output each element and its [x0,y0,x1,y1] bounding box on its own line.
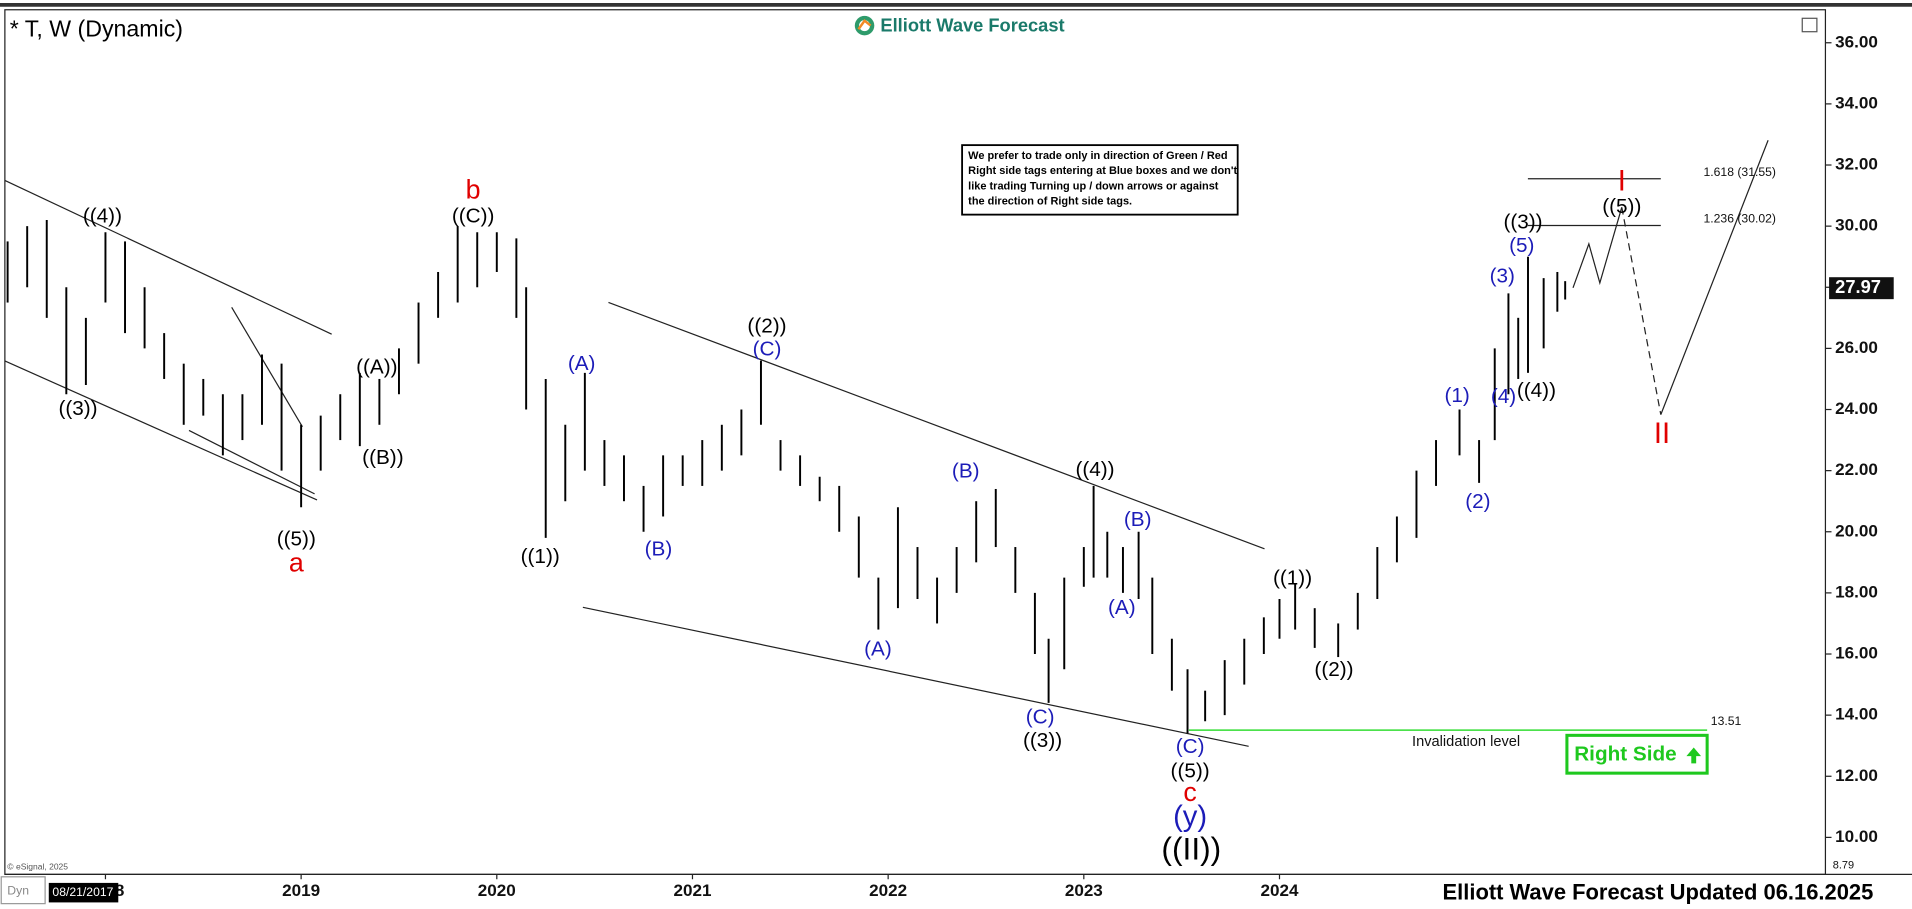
projection-line [1572,207,1623,289]
wave-label: c [1183,777,1196,807]
wave-label: ((A)) [356,356,397,379]
note-line: like trading Turning up / down arrows or… [968,180,1219,192]
dyn-box[interactable] [0,876,46,905]
dyn-label: Dyn [7,884,29,898]
note-box [961,144,1239,216]
x-tick-label: 2023 [1065,881,1103,900]
x-tick-label: 2022 [869,881,907,900]
y-min-label: 8.79 [1833,860,1854,872]
wave-label: I [1618,166,1626,198]
fib-label: 1.618 (31.55) [1703,165,1776,179]
wave-label: ((II)) [1161,831,1221,867]
wave-label: ((5)) [277,528,316,551]
wave-label: ((5)) [1171,759,1210,782]
y-tick-label: 36.00 [1835,32,1878,51]
note-line: We prefer to trade only in direction of … [968,150,1227,162]
date-box-label: 08/21/2017 [52,885,113,899]
logo-text: Elliott Wave Forecast [880,15,1064,36]
footer: Elliott Wave Forecast Updated 06.16.2025 [1443,880,1874,905]
wave-label: b [466,175,481,205]
y-tick-label: 10.00 [1835,827,1878,846]
last-price-box [1829,277,1894,300]
wave-label: a [289,548,304,578]
wave-label: (A) [864,637,892,660]
logo-icon-wave [857,18,872,30]
channel-line [582,606,1249,747]
wave-label: (y) [1173,801,1207,833]
y-tick-label: 14.00 [1835,705,1878,724]
channel-line [4,360,318,501]
y-tick-label: 20.00 [1835,521,1878,540]
channel-line [231,306,303,428]
channel-line [608,301,1265,550]
y-tick-label: 22.00 [1835,460,1878,479]
copyright: © eSignal, 2025 [7,861,68,871]
chart-title: * T, W (Dynamic) [10,16,183,42]
wave-label: (A) [568,352,596,375]
projection-line [1660,140,1769,415]
wave-label: (1) [1445,384,1470,407]
wave-label: (2) [1465,490,1490,513]
wave-label: ((C)) [452,205,495,228]
y-tick-label: 26.00 [1835,338,1878,357]
wave-label: ((4)) [1075,458,1114,481]
price-bars [6,220,1567,734]
note-line: Right side tags entering at Blue boxes a… [968,165,1237,177]
last-price-label: 27.97 [1835,276,1881,297]
y-tick-label: 30.00 [1835,216,1878,235]
y-tick-label: 16.00 [1835,644,1878,663]
logo: Elliott Wave Forecast [854,15,1065,36]
y-tick-label: 24.00 [1835,399,1878,418]
wave-label: ((B)) [362,446,403,469]
fib-label: 1.236 (30.02) [1703,212,1776,226]
wave-label: ((3)) [58,397,97,420]
wave-label: ((1)) [1273,567,1312,590]
x-tick-label: 2019 [282,881,320,900]
wave-label: ((3)) [1503,211,1542,234]
wave-label: (C) [753,337,782,360]
window-icon[interactable] [1801,17,1818,33]
projection-dashed [1621,207,1662,415]
wave-label: ((5)) [1602,195,1641,218]
wave-label: (C) [1026,706,1055,729]
wave-label: ((2)) [747,314,786,337]
channel-line [188,429,315,495]
invalidation-label: Invalidation level [1412,734,1520,750]
x-tick-label: 2021 [673,881,711,900]
channel-line [4,179,332,335]
right-side-box [1565,733,1709,775]
y-tick-label: 12.00 [1835,766,1878,785]
wave-label: (B) [952,459,980,482]
wave-label: (A) [1108,596,1136,619]
wave-label: II [1654,418,1670,450]
x-tick-label: 2024 [1261,881,1299,900]
wave-label: ((4)) [1517,379,1556,402]
invalidation-value: 13.51 [1711,714,1742,728]
y-tick-label: 32.00 [1835,155,1878,174]
wave-label: (C) [1176,735,1205,758]
wave-label: (4) [1491,385,1516,408]
wave-label: (3) [1490,264,1515,287]
wave-label: (B) [645,537,673,560]
trend-lines [4,140,1769,747]
wave-label: ((4)) [83,205,122,228]
x-tick-label: 2020 [478,881,516,900]
right-side-arrow [1686,747,1702,764]
wave-label: ((2)) [1314,658,1353,681]
date-box [48,882,119,903]
y-tick-label: 34.00 [1835,93,1878,112]
right-side-label: Right Side [1574,742,1676,765]
wave-label: (B) [1124,508,1152,531]
wave-label: (5) [1509,234,1534,257]
note-line: the direction of Right side tags. [968,196,1132,208]
y-tick-label: 18.00 [1835,582,1878,601]
wave-label: ((3)) [1023,729,1062,752]
wave-label: ((1)) [521,545,560,568]
